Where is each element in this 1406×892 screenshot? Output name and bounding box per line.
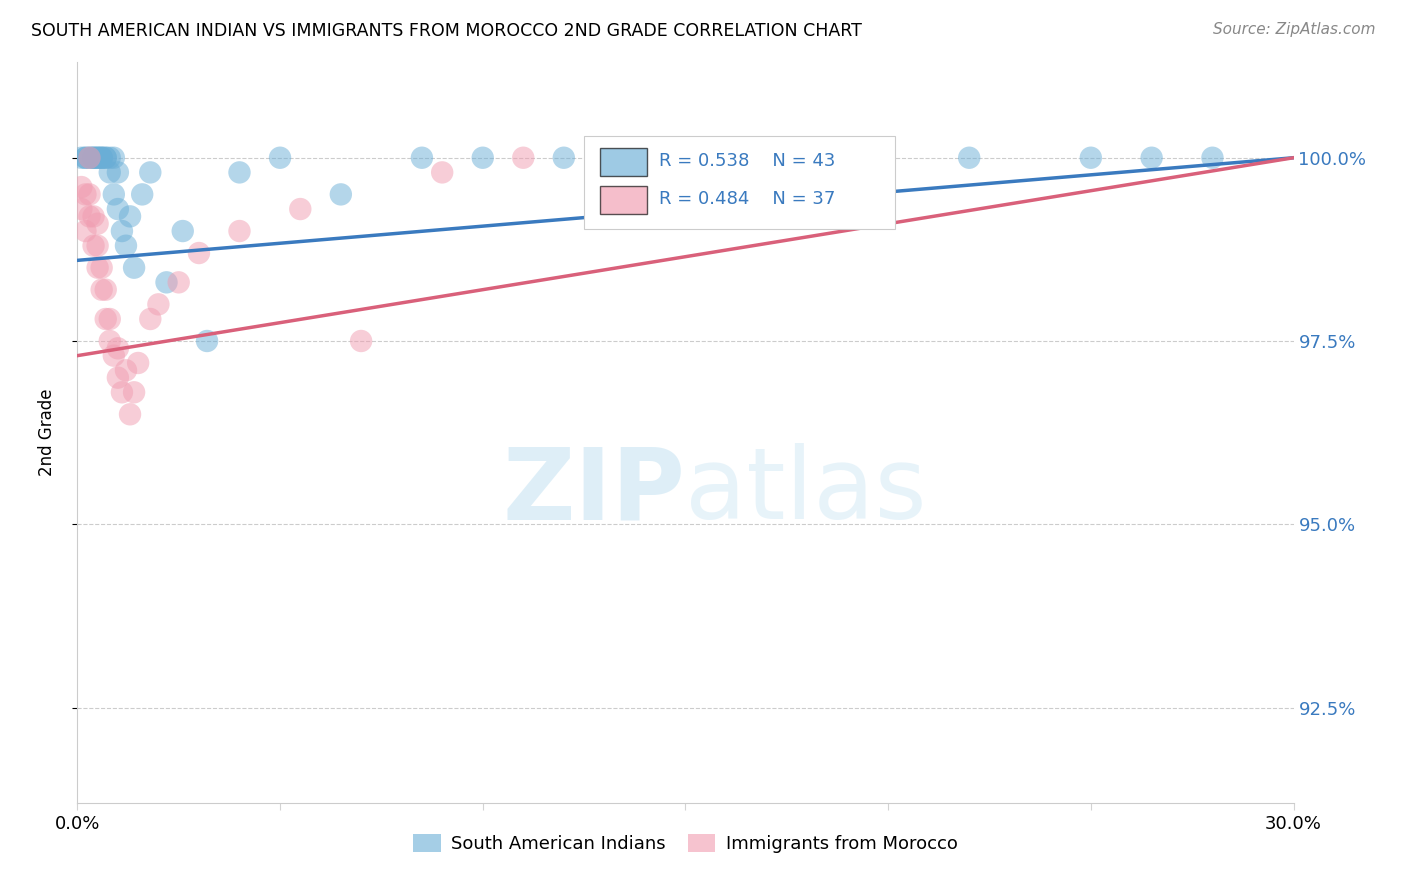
Point xyxy=(111,224,134,238)
Point xyxy=(86,151,108,165)
Point xyxy=(70,202,93,216)
Point xyxy=(131,187,153,202)
Point xyxy=(90,283,112,297)
Point xyxy=(75,151,97,165)
Point xyxy=(107,341,129,355)
Point xyxy=(195,334,218,348)
Point xyxy=(1201,151,1223,165)
Point xyxy=(90,151,112,165)
Point xyxy=(593,151,616,165)
FancyBboxPatch shape xyxy=(600,147,647,176)
Point xyxy=(86,151,108,165)
Point xyxy=(83,238,105,252)
Point xyxy=(79,151,101,165)
Point xyxy=(148,297,170,311)
Point xyxy=(512,151,534,165)
Point xyxy=(83,151,105,165)
Point xyxy=(118,210,141,224)
Point xyxy=(675,151,697,165)
Point xyxy=(957,151,980,165)
Point xyxy=(75,151,97,165)
Point xyxy=(107,370,129,384)
Point xyxy=(103,349,125,363)
Point xyxy=(139,165,162,179)
Point xyxy=(115,238,138,252)
Point xyxy=(856,151,879,165)
Point xyxy=(122,260,145,275)
Point xyxy=(167,276,190,290)
Point xyxy=(98,312,121,326)
Point xyxy=(228,165,250,179)
Point xyxy=(98,165,121,179)
Point xyxy=(94,283,117,297)
Point xyxy=(103,151,125,165)
Point xyxy=(70,180,93,194)
Point xyxy=(86,238,108,252)
Point xyxy=(107,165,129,179)
Point xyxy=(79,151,101,165)
Point xyxy=(155,276,177,290)
Point xyxy=(86,217,108,231)
Point xyxy=(79,151,101,165)
Y-axis label: 2nd Grade: 2nd Grade xyxy=(38,389,56,476)
FancyBboxPatch shape xyxy=(585,136,894,229)
Text: R = 0.538    N = 43: R = 0.538 N = 43 xyxy=(658,152,835,169)
Point xyxy=(411,151,433,165)
Point xyxy=(83,210,105,224)
Point xyxy=(107,202,129,216)
Point xyxy=(75,187,97,202)
Point xyxy=(471,151,494,165)
Point xyxy=(79,210,101,224)
Point xyxy=(83,151,105,165)
Text: Source: ZipAtlas.com: Source: ZipAtlas.com xyxy=(1212,22,1375,37)
Point xyxy=(90,151,112,165)
FancyBboxPatch shape xyxy=(600,186,647,214)
Point xyxy=(290,202,312,216)
Point xyxy=(90,260,112,275)
Point xyxy=(86,151,108,165)
Point xyxy=(98,151,121,165)
Point xyxy=(269,151,291,165)
Point xyxy=(115,363,138,377)
Text: ZIP: ZIP xyxy=(502,443,686,541)
Point xyxy=(228,224,250,238)
Point xyxy=(94,151,117,165)
Point xyxy=(329,187,352,202)
Point xyxy=(94,151,117,165)
Point xyxy=(553,151,575,165)
Point xyxy=(350,334,373,348)
Point xyxy=(1140,151,1163,165)
Point xyxy=(118,407,141,421)
Point xyxy=(172,224,194,238)
Point xyxy=(1080,151,1102,165)
Point xyxy=(111,385,134,400)
Point xyxy=(79,187,101,202)
Point xyxy=(90,151,112,165)
Point xyxy=(70,151,93,165)
Point xyxy=(675,151,697,165)
Text: SOUTH AMERICAN INDIAN VS IMMIGRANTS FROM MOROCCO 2ND GRADE CORRELATION CHART: SOUTH AMERICAN INDIAN VS IMMIGRANTS FROM… xyxy=(31,22,862,40)
Legend: South American Indians, Immigrants from Morocco: South American Indians, Immigrants from … xyxy=(406,827,965,861)
Text: R = 0.484    N = 37: R = 0.484 N = 37 xyxy=(658,190,835,209)
Point xyxy=(122,385,145,400)
Text: atlas: atlas xyxy=(686,443,927,541)
Point xyxy=(127,356,149,370)
Point xyxy=(103,187,125,202)
Point xyxy=(188,246,211,260)
Point xyxy=(83,151,105,165)
Point xyxy=(430,165,453,179)
Point xyxy=(98,334,121,348)
Point xyxy=(86,260,108,275)
Point xyxy=(75,224,97,238)
Point xyxy=(94,312,117,326)
Point xyxy=(139,312,162,326)
